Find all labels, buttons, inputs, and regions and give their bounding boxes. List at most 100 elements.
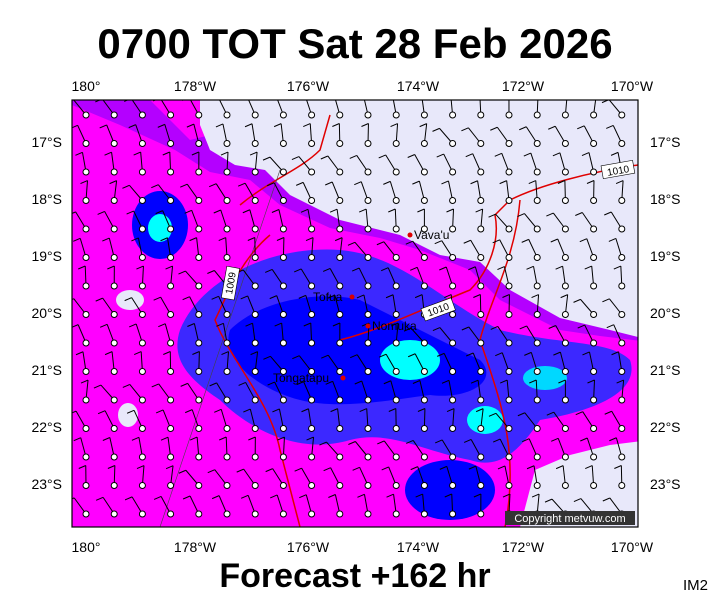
barb-station [195, 425, 203, 432]
barb-flag [614, 465, 622, 469]
barb-station [561, 254, 569, 261]
barb-flag [102, 237, 110, 242]
barb-station [336, 168, 344, 176]
barb-flag [410, 266, 418, 271]
barb-flag [555, 465, 564, 470]
barb-station [533, 396, 541, 404]
barb-station [82, 396, 90, 404]
barb-station [138, 282, 146, 290]
barb-flag [388, 208, 396, 213]
barb-station [279, 510, 287, 518]
barb-station [477, 396, 485, 404]
map-frame [71, 99, 639, 528]
barb-flag [211, 495, 220, 500]
barb-station [308, 510, 316, 518]
barb-station [618, 368, 626, 375]
rain-core [148, 214, 172, 242]
barb-flag [209, 382, 217, 387]
barb-flag [80, 180, 88, 185]
barb-flag [186, 123, 195, 128]
barb-flag [502, 294, 510, 298]
barb-station [251, 510, 259, 518]
lon-label: 170°W [611, 539, 654, 555]
map-area [72, 95, 638, 527]
barb-flag [432, 127, 440, 132]
barb-flag [357, 493, 365, 498]
barb-flag [180, 382, 188, 387]
barb-flag [151, 383, 159, 388]
barb-station [279, 168, 287, 176]
barb-flag [609, 437, 617, 442]
isobar [214, 114, 331, 527]
rain-core [523, 366, 567, 390]
barb-flag [327, 294, 336, 299]
barb-flag [439, 266, 447, 271]
barb-flag [107, 265, 115, 270]
barb-station [110, 311, 118, 318]
barb-flag [383, 180, 391, 185]
barb-station [477, 425, 485, 432]
barb-flag [97, 410, 106, 415]
barb-flag [390, 322, 399, 327]
barb-flag [468, 266, 476, 271]
barb-flag [213, 209, 221, 214]
barb-flag [417, 208, 425, 213]
barb-flag [99, 323, 108, 328]
barb-flag [517, 412, 526, 417]
barb-station [251, 396, 259, 404]
barb-flag [153, 495, 162, 500]
barb-flag [73, 237, 81, 242]
barb-flag [499, 180, 507, 185]
barb-flag [250, 351, 258, 356]
barb-station [279, 140, 287, 147]
barb-flag [354, 380, 362, 385]
barb-flag [517, 213, 525, 218]
barb-flag [322, 268, 331, 272]
barb-flag [415, 95, 422, 98]
barb-station [392, 111, 400, 119]
barb-station [251, 282, 259, 290]
barb-flag [122, 184, 130, 189]
barb-station [364, 482, 372, 489]
barb-station [138, 339, 146, 347]
barb-station [392, 482, 400, 489]
barb-station [618, 396, 626, 404]
barb-flag [189, 436, 198, 441]
barb-station [110, 225, 118, 233]
barb-flag [293, 268, 302, 273]
barb-station [223, 510, 231, 518]
barb-flag [242, 209, 251, 214]
barb-station [138, 111, 146, 119]
barb-flag [218, 237, 226, 242]
barb-flag [463, 439, 472, 443]
barb-station [336, 311, 344, 318]
wind-barbs [72, 95, 626, 518]
barb-station [392, 168, 400, 176]
barb-station [590, 311, 598, 318]
barb-flag [577, 324, 585, 329]
lat-label: 22°S [650, 419, 681, 435]
lat-label: 18°S [650, 191, 681, 207]
barb-station [420, 510, 428, 518]
barb-flag [386, 493, 394, 498]
barb-station [308, 282, 316, 290]
barb-flag [277, 436, 285, 441]
barb-flag [303, 322, 311, 327]
barb-flag [488, 412, 497, 417]
barb-station [561, 311, 569, 318]
barb-flag [157, 123, 165, 128]
barb-station [364, 453, 372, 461]
barb-flag [325, 181, 333, 186]
barb-flag [377, 440, 385, 445]
barb-flag [182, 495, 191, 500]
barb-flag [269, 295, 277, 300]
barb-station [167, 482, 175, 489]
barb-station [392, 311, 400, 318]
copyright: Copyright metvuw.com [514, 513, 625, 525]
barb-station [223, 254, 231, 261]
barb-flag [248, 436, 256, 441]
lon-label: 172°W [502, 78, 545, 94]
barb-flag [519, 325, 527, 330]
barb-flag [133, 351, 142, 355]
barb-station [420, 254, 428, 261]
